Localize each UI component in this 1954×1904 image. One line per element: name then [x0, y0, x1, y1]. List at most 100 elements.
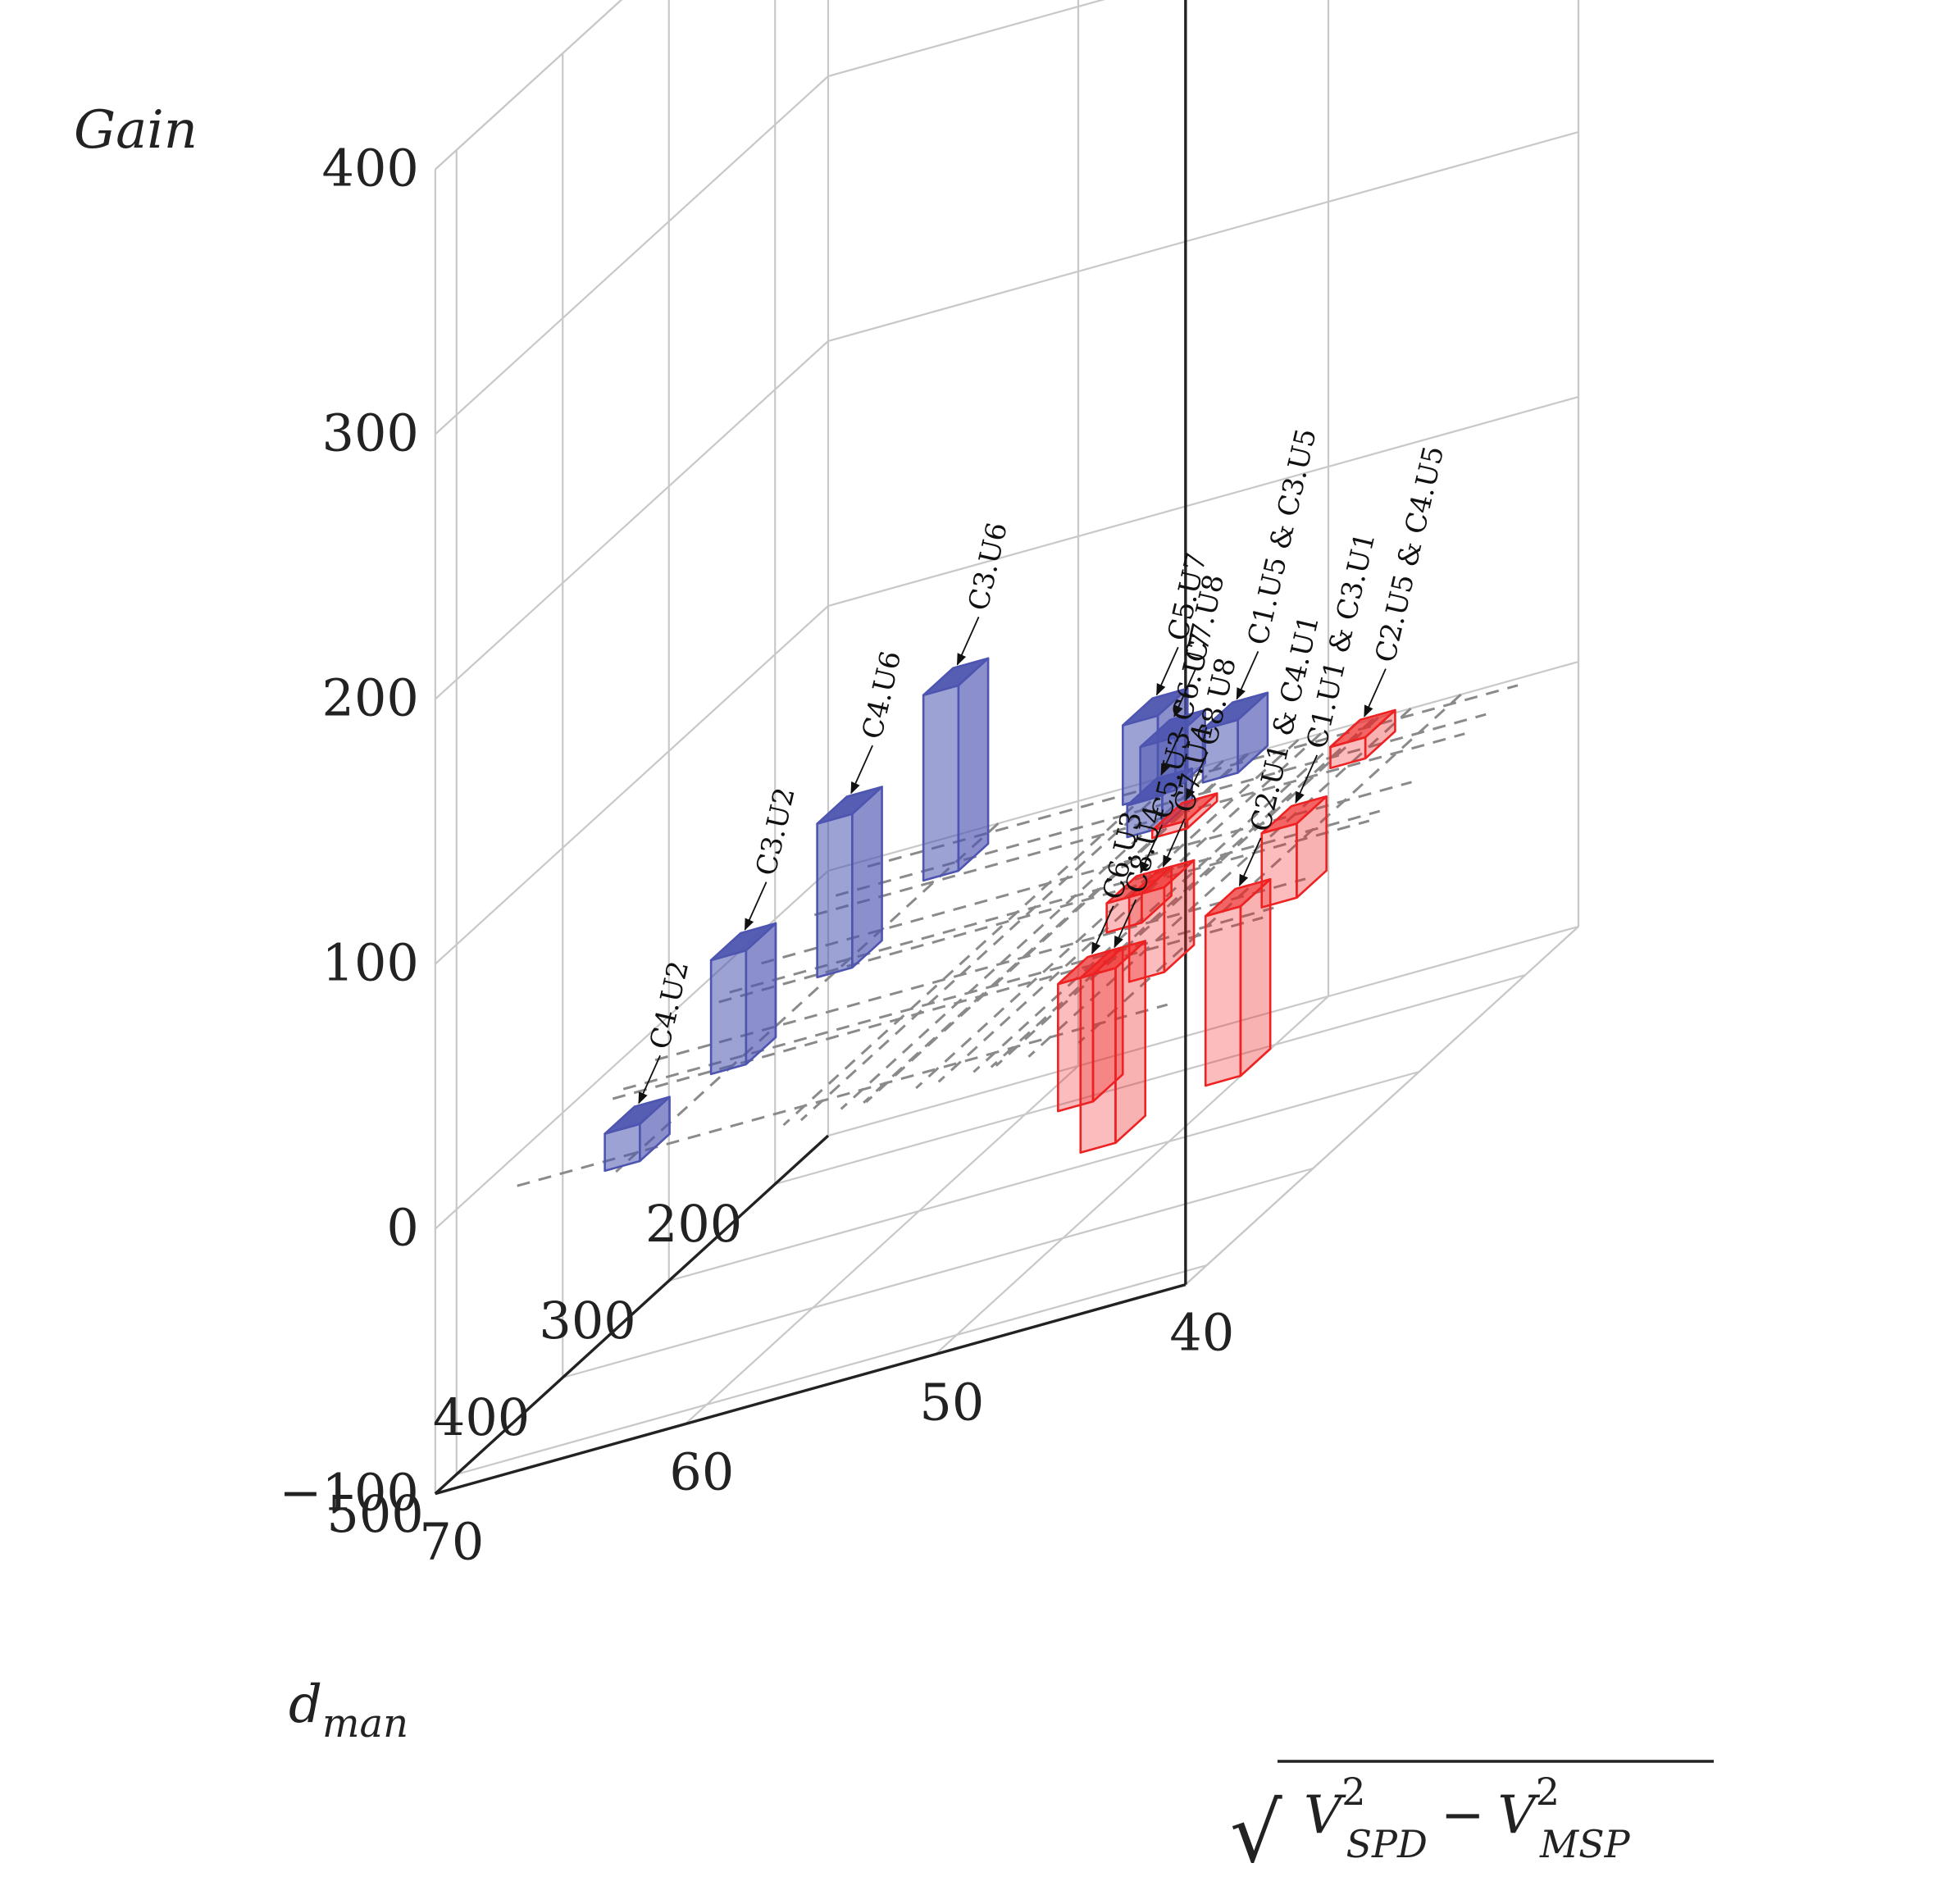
dashed-guide-x — [990, 717, 1374, 1068]
bar — [1126, 767, 1193, 839]
bar-label: C4.U2 — [644, 958, 695, 1052]
bar-side-face — [957, 657, 990, 872]
grid-line-z — [435, 340, 829, 700]
bar-top-face — [1150, 792, 1218, 831]
bar-top-face — [1127, 859, 1196, 899]
grid-line-z — [435, 75, 829, 435]
grid-line-z — [435, 0, 623, 171]
x-axis — [435, 1282, 1187, 1496]
x-axis-label-v1: V — [1304, 1785, 1346, 1846]
y-tick-label: 300 — [539, 1291, 635, 1351]
dashed-guide-x — [782, 776, 1167, 1127]
z-axis-label: Gain — [74, 100, 198, 161]
bar — [1127, 859, 1196, 983]
z-tick-label: 100 — [322, 933, 419, 993]
bar-top-face — [1204, 877, 1272, 918]
x-axis-label-v2-sup: 2 — [1536, 1770, 1560, 1814]
x-axis-label-v1-sup: 2 — [1341, 1770, 1365, 1814]
bar — [1204, 877, 1272, 1087]
dashed-guide-x — [840, 759, 1224, 1110]
grid-line-z — [827, 395, 1579, 608]
bar-top-face — [1126, 767, 1193, 807]
dashed-guide-x — [915, 739, 1300, 1090]
dashed-guide-x — [865, 753, 1250, 1104]
y-axis-label-main: d — [289, 1674, 322, 1735]
bar-top-face — [1079, 940, 1147, 979]
bar-label: C2.U5 & C4.U5 — [1369, 443, 1451, 665]
y-tick-label: 400 — [433, 1387, 530, 1447]
bar — [922, 657, 990, 882]
grid-line-y — [668, 1070, 1420, 1282]
bar — [1329, 708, 1396, 770]
bar-side-face — [851, 786, 883, 969]
bar-side-face — [1114, 940, 1147, 1145]
x-axis-label-minus: − — [1441, 1785, 1485, 1846]
bar-top-face — [1260, 795, 1328, 835]
annotation-arrow — [850, 745, 873, 795]
x-tick-label: 50 — [919, 1373, 984, 1433]
grid-line-z — [827, 925, 1579, 1137]
bar — [604, 1095, 671, 1173]
bar-front-face — [709, 949, 748, 1076]
z-tick-label: −100 — [280, 1463, 419, 1523]
z-tick-label: 400 — [322, 139, 419, 198]
bar-top-face — [604, 1095, 671, 1135]
y-axis — [434, 1134, 830, 1495]
z-tick-label: 300 — [322, 403, 419, 463]
x-tick-label: 60 — [669, 1442, 734, 1502]
annotation-arrow — [1160, 727, 1184, 777]
grid-line-z — [827, 0, 1105, 78]
bar-top-face — [1122, 687, 1189, 727]
y-axis-label-sub: man — [322, 1701, 408, 1747]
box-edge — [435, 0, 623, 171]
dashed-guide-x — [937, 732, 1322, 1083]
bar-front-face — [1079, 967, 1117, 1154]
bar — [709, 922, 777, 1076]
bar — [1079, 940, 1147, 1154]
bar-top-face — [709, 922, 777, 962]
x-axis-label-v2-sub: MSP — [1539, 1822, 1631, 1866]
bar-label: C3.U2 — [749, 785, 801, 879]
z-tick-label: 0 — [386, 1198, 418, 1258]
dashed-guide-x — [972, 722, 1357, 1073]
x-axis-label: √ V2 SPD − V2 MSP — [1230, 1760, 1714, 1881]
x-axis-label-radical: √ — [1230, 1785, 1282, 1881]
bar-top-face — [816, 786, 883, 825]
bar-top-face — [1329, 708, 1396, 749]
bar — [816, 786, 883, 979]
grid-layer — [434, 0, 1580, 1495]
annotation-arrow — [1238, 837, 1262, 887]
x-axis-label-v2: V — [1497, 1785, 1540, 1846]
bar-top-face — [922, 657, 990, 697]
bar-front-face — [816, 813, 854, 979]
dashed-guide-x — [995, 716, 1380, 1067]
annotation-arrow — [1185, 751, 1209, 801]
bars — [604, 657, 1396, 1173]
annotation-arrow — [1364, 668, 1387, 717]
grid-line-x — [685, 1065, 1079, 1425]
bar-label: C1.U5 & C3.U5 — [1241, 426, 1323, 648]
annotation-arrow — [638, 1054, 661, 1105]
annotation-arrow — [1140, 824, 1163, 874]
annotation-arrow — [956, 617, 980, 666]
y-axis-label: dman — [289, 1674, 408, 1747]
grid-line-y — [456, 1264, 1208, 1476]
annotation-arrow — [1155, 646, 1179, 696]
annotation-arrow — [1162, 818, 1186, 868]
bar-top-face — [1139, 708, 1206, 749]
annotation-arrow — [1091, 905, 1114, 955]
dashed-guide-x — [1077, 693, 1462, 1044]
annotation-arrow — [744, 881, 767, 931]
bar — [1150, 792, 1218, 840]
bar-front-face — [1204, 905, 1242, 1087]
grid-line-y — [562, 1167, 1314, 1379]
grid-line-z — [827, 130, 1579, 343]
annotation-arrow — [1295, 754, 1319, 804]
grid-line-y — [774, 973, 1526, 1186]
bar-side-face — [1239, 877, 1272, 1077]
x-axis-label-v1-sub: SPD — [1346, 1822, 1428, 1866]
dashed-guide-x — [615, 822, 1000, 1173]
